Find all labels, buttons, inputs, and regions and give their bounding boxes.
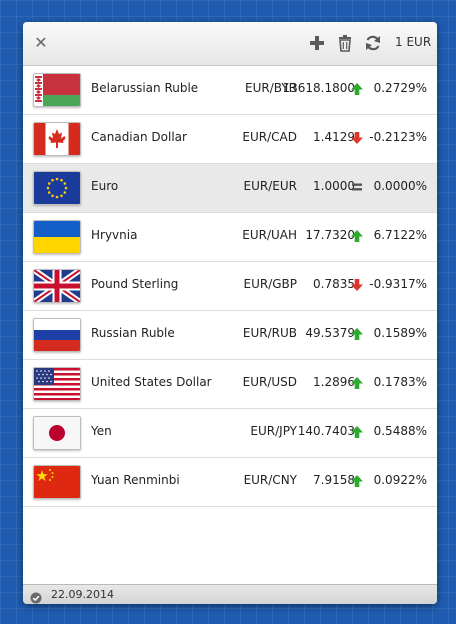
plus-icon[interactable] [307,33,327,53]
percent-change: 0.5488% [373,424,427,438]
exchange-rate: 7.9158 [313,473,355,487]
rates-list: Belarussian Ruble EUR/BYR 13618.1800 0.2… [23,66,437,507]
arrow-up-icon [350,376,364,390]
amount-button[interactable]: 1 EUR [395,35,432,49]
trash-icon[interactable] [335,33,355,53]
currency-window: ✕ 1 EUR [23,22,437,604]
exchange-rate: 1.2896 [313,375,355,389]
exchange-rate: 49.5379 [305,326,355,340]
status-bar: 22.09.2014 [23,584,437,604]
exchange-rate: 140.7403 [297,424,355,438]
currency-name: Euro [91,179,119,193]
currency-row[interactable]: Pound Sterling EUR/GBP 0.7835 -0.9317% [23,262,437,311]
update-date: 22.09.2014 [51,588,114,601]
arrow-up-icon [350,425,364,439]
exchange-rate: 17.7320 [305,228,355,242]
currency-pair: EUR/JPY [250,424,297,438]
arrow-up-icon [350,82,364,96]
currency-pair: EUR/EUR [243,179,297,193]
currency-pair: EUR/CAD [242,130,297,144]
exchange-rate: 1.4129 [313,130,355,144]
currency-row[interactable]: Belarussian Ruble EUR/BYR 13618.1800 0.2… [23,66,437,115]
japan-flag [33,416,81,450]
currency-row[interactable]: United States Dollar EUR/USD 1.2896 0.17… [23,360,437,409]
ukraine-flag [33,220,81,254]
percent-change: -0.9317% [369,277,427,291]
percent-change: 0.2729% [373,81,427,95]
russia-flag [33,318,81,352]
canada-flag [33,122,81,156]
percent-change: 0.0922% [373,473,427,487]
arrow-up-icon [350,327,364,341]
currency-pair: EUR/UAH [242,228,297,242]
currency-name: Yen [91,424,112,438]
uk-flag [33,269,81,303]
currency-name: Canadian Dollar [91,130,187,144]
currency-pair: EUR/USD [242,375,297,389]
currency-pair: EUR/CNY [243,473,297,487]
currency-name: Russian Ruble [91,326,175,340]
currency-pair: EUR/BYR [245,81,297,95]
exchange-rate: 0.7835 [313,277,355,291]
currency-row[interactable]: Yuan Renminbi EUR/CNY 7.9158 0.0922% [23,458,437,507]
eu-flag [33,171,81,205]
currency-row[interactable]: Euro EUR/EUR 1.0000 0.0000% [23,164,437,213]
currency-row[interactable]: Canadian Dollar EUR/CAD 1.4129 -0.2123% [23,115,437,164]
arrow-up-icon [350,474,364,488]
china-flag [33,465,81,499]
percent-change: 0.1783% [373,375,427,389]
percent-change: 6.7122% [373,228,427,242]
close-icon[interactable]: ✕ [34,33,48,52]
currency-name: Pound Sterling [91,277,179,291]
belarus-flag [33,73,81,107]
currency-pair: EUR/RUB [242,326,297,340]
exchange-rate: 1.0000 [313,179,355,193]
usa-flag [33,367,81,401]
currency-pair: EUR/GBP [243,277,297,291]
currency-row[interactable]: Russian Ruble EUR/RUB 49.5379 0.1589% [23,311,437,360]
currency-name: United States Dollar [91,375,212,389]
refresh-icon[interactable] [363,33,383,53]
percent-change: 0.0000% [373,179,427,193]
currency-name: Hryvnia [91,228,138,242]
arrow-up-icon [350,229,364,243]
currency-name: Yuan Renminbi [91,473,180,487]
toolbar: ✕ 1 EUR [23,22,437,66]
currency-name: Belarussian Ruble [91,81,199,95]
arrow-down-icon [350,131,364,145]
exchange-rate: 13618.1800 [282,81,355,95]
check-circle-icon [30,589,42,604]
arrow-down-icon [350,278,364,292]
percent-change: 0.1589% [373,326,427,340]
currency-row[interactable]: Hryvnia EUR/UAH 17.7320 6.7122% [23,213,437,262]
currency-row[interactable]: Yen EUR/JPY 140.7403 0.5488% [23,409,437,458]
equals-icon [350,180,364,194]
percent-change: -0.2123% [369,130,427,144]
